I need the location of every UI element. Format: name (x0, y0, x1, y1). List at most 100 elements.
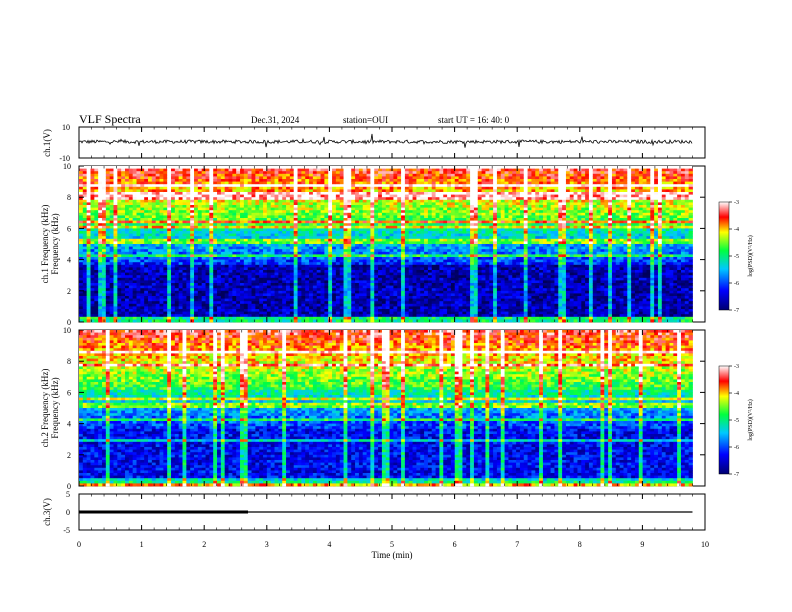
spectrogram-cell (152, 304, 156, 307)
spectrogram-cell (179, 317, 183, 320)
spectrogram-cell (167, 265, 171, 268)
spectrogram-cell (133, 314, 137, 317)
spectrogram-cell (190, 187, 194, 190)
spectrogram-cell (152, 182, 156, 185)
spectrogram-cell (106, 189, 110, 192)
spectrogram-cell (83, 244, 87, 247)
spectrogram-cell (221, 197, 225, 200)
spectrogram-cell (206, 215, 210, 218)
spectrogram-cell (125, 223, 129, 226)
spectrogram-cell (106, 195, 110, 198)
spectrogram-cell (206, 221, 210, 224)
spectrogram-cell (225, 267, 229, 270)
spectrogram-cell (175, 244, 179, 247)
spectrogram-cell (221, 293, 225, 296)
spectrogram-cell (83, 187, 87, 190)
spectrogram-cell (209, 208, 213, 211)
spectrogram-cell (213, 239, 217, 242)
spectrogram-cell (221, 200, 225, 203)
spectrogram-cell (225, 169, 229, 172)
spectrogram-cell (209, 247, 213, 250)
spectrogram-cell (206, 260, 210, 263)
spectrogram-cell (175, 312, 179, 315)
spectrogram-cell (117, 208, 121, 211)
spectrogram-cell (190, 299, 194, 302)
spectrogram-cell (117, 296, 121, 299)
spectrogram-cell (217, 169, 221, 172)
spectrogram-cell (87, 244, 91, 247)
spectrogram-cell (114, 195, 118, 198)
spectrogram-cell (229, 304, 233, 307)
spectrogram-cell (140, 301, 144, 304)
spectrogram-cell (87, 312, 91, 315)
spectrogram-cell (110, 179, 114, 182)
spectrogram-cell (144, 169, 148, 172)
spectrogram-cell (87, 213, 91, 216)
spectrogram-cell (217, 236, 221, 239)
spectrogram-cell (209, 254, 213, 257)
spectrogram-cell (121, 262, 125, 265)
spectrogram-cell (217, 252, 221, 255)
spectrogram-cell (160, 208, 164, 211)
spectrogram-cell (160, 317, 164, 320)
spectrogram-cell (110, 249, 114, 252)
spectrogram-cell (114, 169, 118, 172)
spectrogram-cell (102, 184, 106, 187)
spectrogram-cell (125, 221, 129, 224)
spectrogram-cell (94, 208, 98, 211)
spectrogram-cell (163, 309, 167, 312)
spectrogram-cell (163, 249, 167, 252)
spectrogram-cell (152, 169, 156, 172)
spectrogram-cell (87, 228, 91, 231)
spectrogram-cell (117, 317, 121, 320)
spectrogram-cell (179, 247, 183, 250)
spectrogram-cell (186, 288, 190, 291)
spectrogram-cell (206, 262, 210, 265)
spectrogram-cell (148, 221, 152, 224)
spectrogram-cell (121, 213, 125, 216)
spectrogram-cell (102, 205, 106, 208)
spectrogram-cell (209, 260, 213, 263)
spectrogram-cell (175, 184, 179, 187)
spectrogram-cell (91, 288, 95, 291)
spectrogram-cell (202, 200, 206, 203)
spectrogram-cell (91, 192, 95, 195)
spectrogram-cell (225, 314, 229, 317)
spectrogram-cell (160, 171, 164, 174)
spectrogram-cell (171, 195, 175, 198)
spectrogram-cell (209, 252, 213, 255)
spectrogram-cell (121, 239, 125, 242)
spectrogram-cell (183, 195, 187, 198)
spectrogram-cell (133, 174, 137, 177)
spectrogram-cell (129, 228, 133, 231)
spectrogram-cell (129, 226, 133, 229)
spectrogram-cell (79, 278, 83, 281)
spectrogram-cell (87, 260, 91, 263)
spectrogram-cell (125, 187, 129, 190)
spectrogram-cell (217, 200, 221, 203)
spectrogram-cell (186, 200, 190, 203)
spectrogram-cell (129, 288, 133, 291)
spectrogram-cell (98, 267, 102, 270)
spectrogram-cell (202, 228, 206, 231)
spectrogram-cell (102, 249, 106, 252)
spectrogram-cell (137, 291, 141, 294)
spectrogram-cell (148, 299, 152, 302)
spectrogram-cell (98, 215, 102, 218)
spectrogram-cell (179, 234, 183, 237)
spectrogram-cell (94, 314, 98, 317)
spectrogram-cell (106, 215, 110, 218)
spectrogram-cell (213, 192, 217, 195)
spectrogram-cell (152, 254, 156, 257)
spectrogram-cell (87, 275, 91, 278)
spectrogram-cell (186, 286, 190, 289)
spectrogram-cell (148, 223, 152, 226)
spectrogram-cell (110, 171, 114, 174)
spectrogram-cell (87, 299, 91, 302)
spectrogram-cell (110, 210, 114, 213)
spectrogram-cell (206, 226, 210, 229)
spectrogram-cell (110, 213, 114, 216)
spectrogram-cell (179, 309, 183, 312)
spectrogram-cell (175, 169, 179, 172)
spectrogram-cell (125, 249, 129, 252)
